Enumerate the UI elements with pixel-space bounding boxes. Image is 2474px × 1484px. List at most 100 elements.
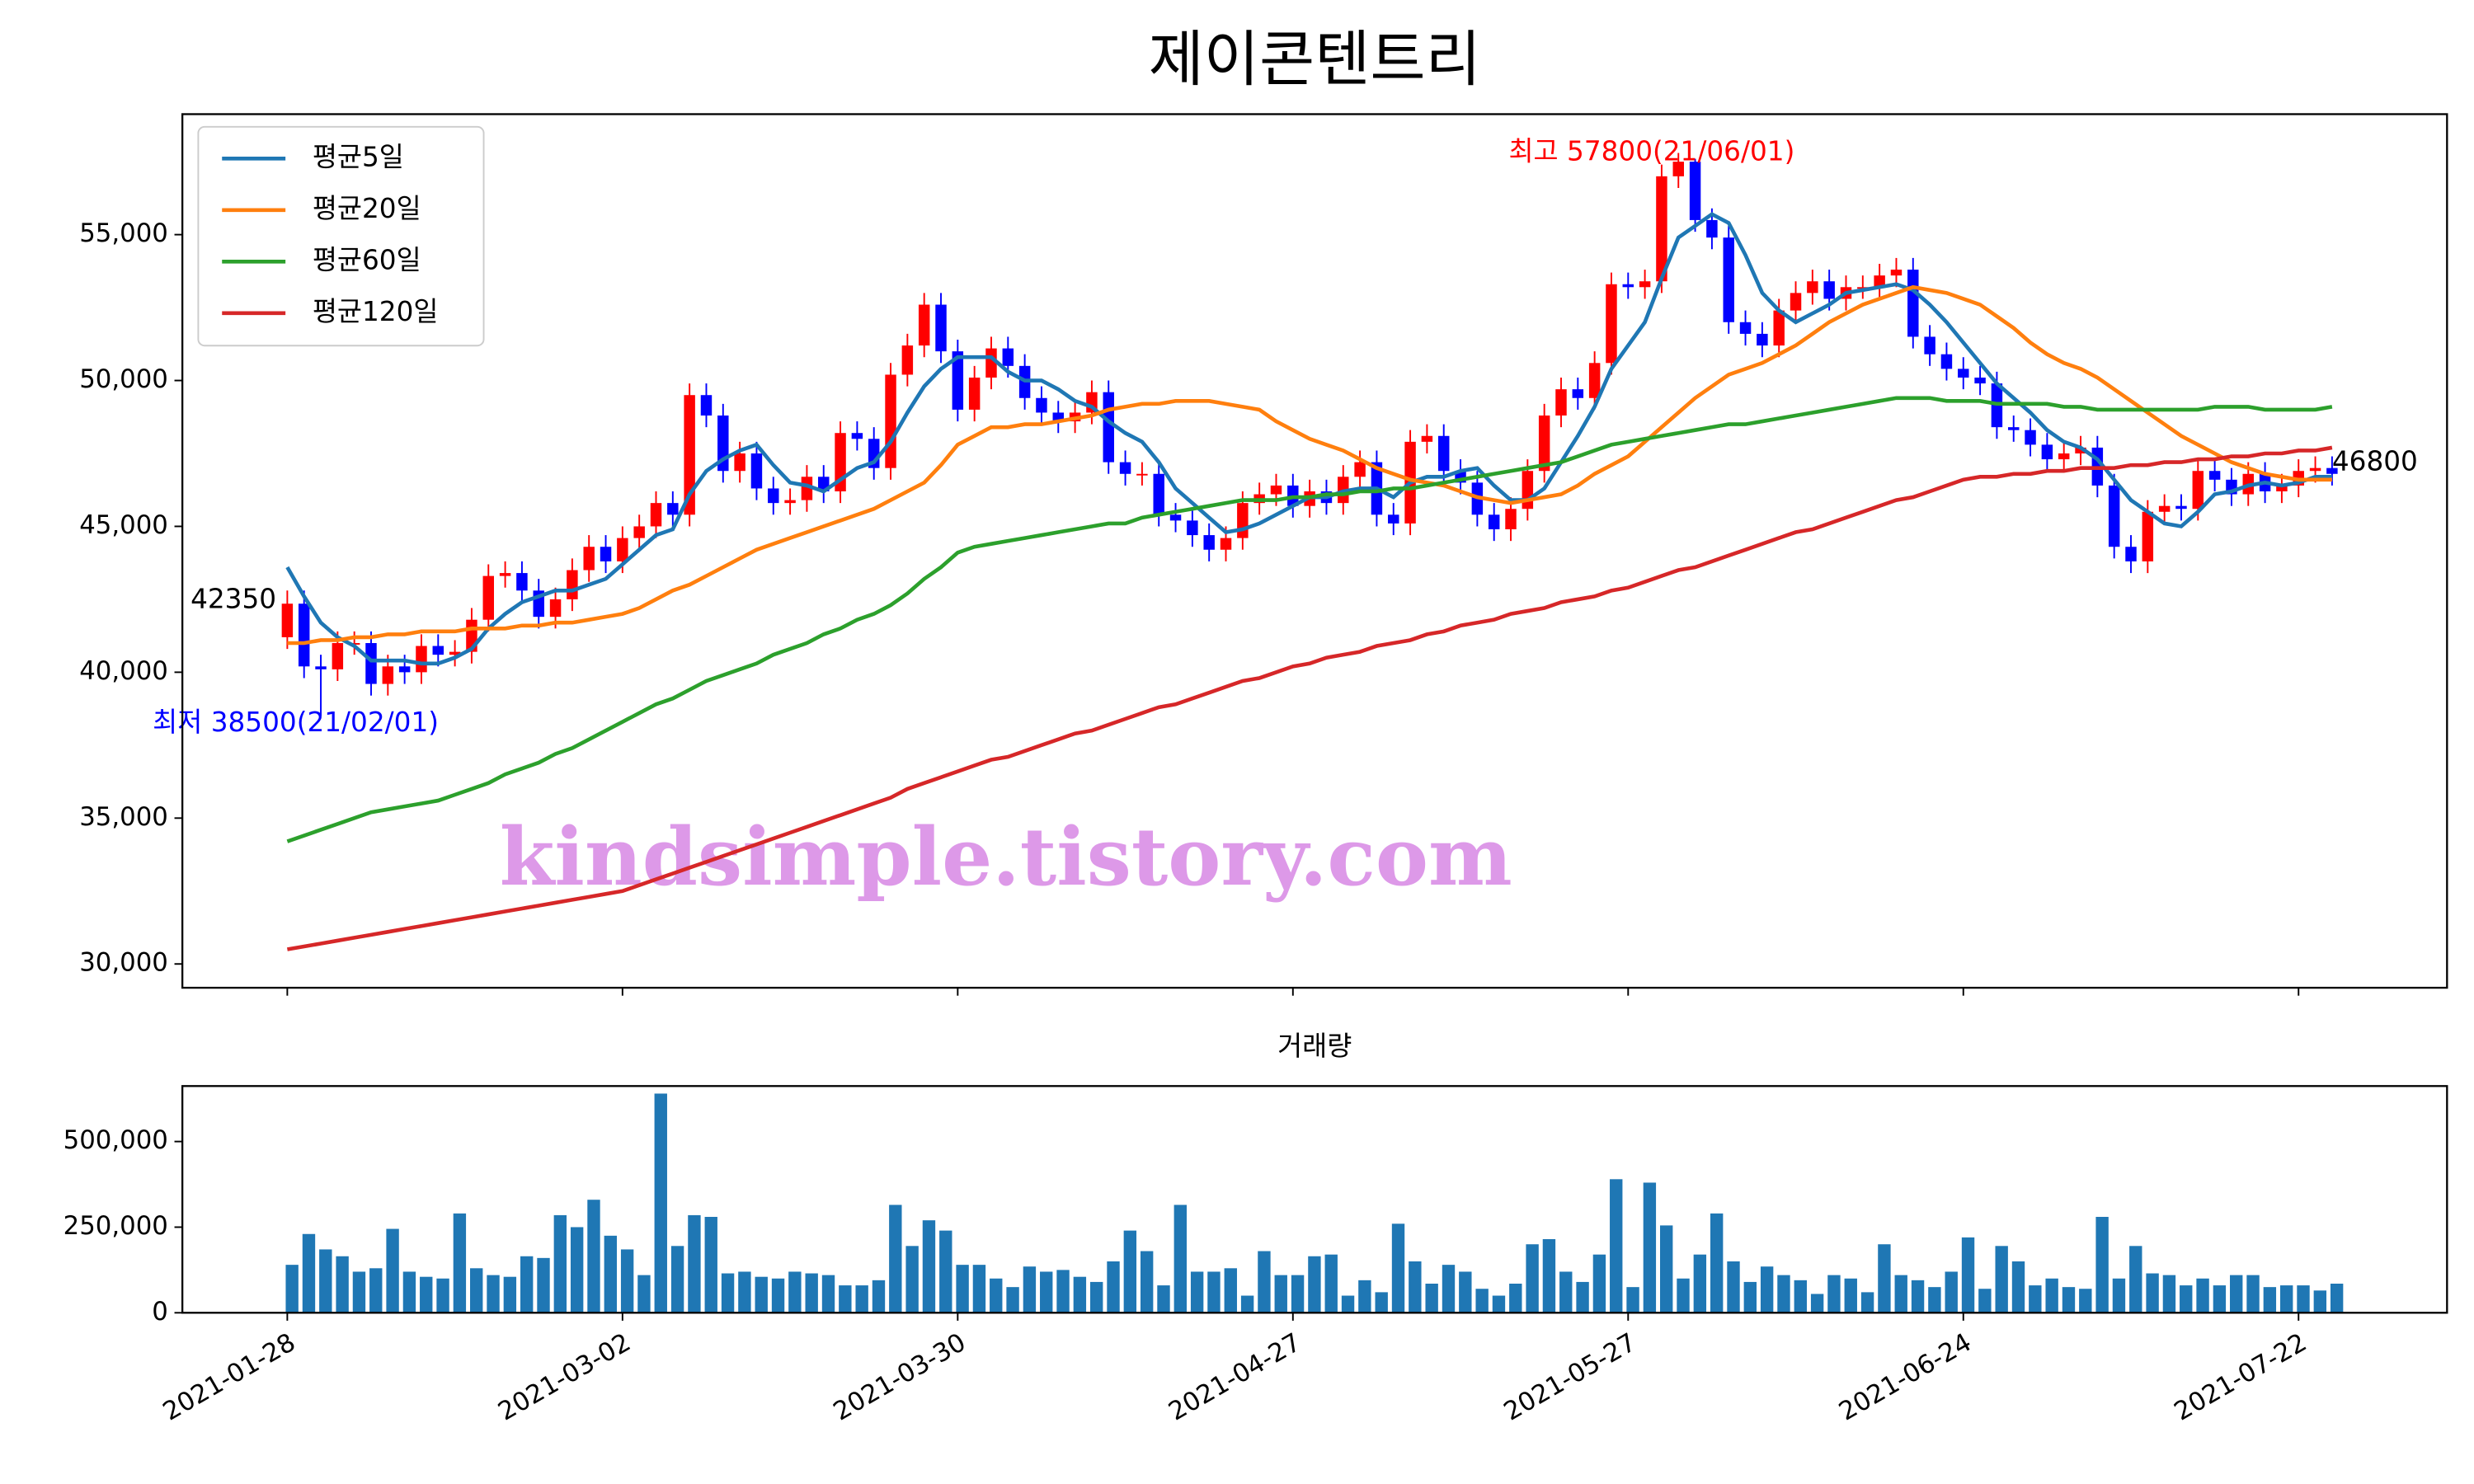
volume-bar [990,1278,1003,1313]
volume-bar [855,1285,868,1313]
candle-body [382,666,394,684]
volume-bar [2146,1273,2159,1313]
volume-bar [2330,1283,2344,1313]
price-panel: 30,000 35,000 40,000 45,000 50,000 55,000 최고 5… [79,136,2418,996]
volume-bar [1794,1280,1807,1313]
candle-body [1119,462,1131,474]
volume-bar [956,1265,969,1313]
candle-body [315,666,327,669]
volume-bar [2230,1275,2243,1313]
volume-bar [2297,1285,2310,1313]
candle-body [1588,363,1601,398]
volume-bar [805,1273,818,1313]
candle-body [1052,412,1065,422]
volume-bar [1006,1287,1019,1313]
volume-bar [369,1268,383,1313]
volume-bar [352,1271,366,1313]
ma-line [286,445,2333,951]
candle-body [600,547,612,561]
volume-bar [453,1213,467,1313]
candle-body [1522,471,1534,510]
volume-bar [2062,1287,2076,1313]
y-tick-label: 50,000 [79,364,168,394]
volume-bar [1174,1205,1188,1313]
volume-bar [1425,1283,1438,1313]
candle-body [449,651,461,655]
candle-body [1153,473,1164,515]
volume-bar [1810,1294,1824,1313]
volume-bar [1526,1244,1539,1313]
volume-bar [336,1256,349,1313]
volume-bar [788,1271,802,1313]
volume-bar [487,1275,500,1313]
candle-body [1874,275,1885,288]
candle-body [1924,336,1935,355]
volume-bar [1207,1271,1221,1313]
volume-bar [587,1200,600,1313]
volume-bar [1056,1270,1070,1313]
y-tick-label: 250,000 [63,1211,168,1241]
volume-bar [1240,1295,1254,1313]
candle-body [1622,284,1634,288]
candle-body [281,603,294,637]
volume-bar [1894,1275,1907,1313]
volume-bar [1475,1289,1489,1313]
volume-bar [654,1093,667,1313]
candle-body [918,304,930,346]
volume-bar [2162,1275,2176,1313]
candle-body [2075,447,2086,453]
candle-body [901,345,914,375]
y-tick-label: 500,000 [63,1125,168,1155]
last-close-label: 46800 [2332,445,2418,477]
volume-bar [537,1257,550,1313]
volume-bar [1190,1271,1204,1313]
volume-bar [839,1285,852,1313]
candle-body [1706,219,1718,238]
volume-bar [1157,1285,1170,1313]
y-tick-label: 0 [152,1297,168,1327]
volume-bar [420,1276,433,1313]
candle-body [1136,473,1148,476]
legend-box [197,125,485,347]
candle-body [1790,293,1802,311]
volume-bar [1140,1251,1154,1313]
first-close-label: 42350 [190,583,276,614]
volume-bar [520,1256,534,1313]
volume-bar [1995,1246,2008,1313]
candle-body [1388,514,1399,524]
candle-body [1103,392,1114,463]
watermark: kindsimple.tistory.com [500,810,1512,904]
candle-body [952,351,964,410]
volume-bar [1459,1271,1472,1313]
candle-body [516,573,528,591]
candle-body [1187,520,1198,536]
candle-body [1354,462,1366,477]
volume-bar [1391,1223,1405,1313]
volume-bar [1542,1238,1556,1313]
volume-bar [1626,1287,1639,1313]
candle-body [633,526,645,538]
candle-body [332,642,344,669]
volume-bar [470,1268,483,1313]
candle-body [1606,284,1617,364]
candle-body [1857,287,1869,289]
legend-label: 평균120일 [313,296,439,327]
candle-body [851,433,863,439]
volume-bar [285,1265,299,1313]
volume-bar [771,1278,785,1313]
candle-body [2058,453,2070,460]
volume-bar [1258,1251,1271,1313]
ma-line [286,396,2333,843]
volume-bar [1442,1265,1456,1313]
candle-body [1757,333,1768,346]
candle-body [1488,514,1500,529]
volume-bar [889,1205,902,1313]
candle-body [617,538,628,561]
volume-bar [1090,1281,1103,1313]
candle-body [700,395,713,416]
volume-bar [620,1249,634,1313]
volume-bar [1324,1254,1338,1313]
volume-bar [2279,1285,2293,1313]
candle-body [1940,354,1953,369]
volume-bar [386,1228,399,1313]
